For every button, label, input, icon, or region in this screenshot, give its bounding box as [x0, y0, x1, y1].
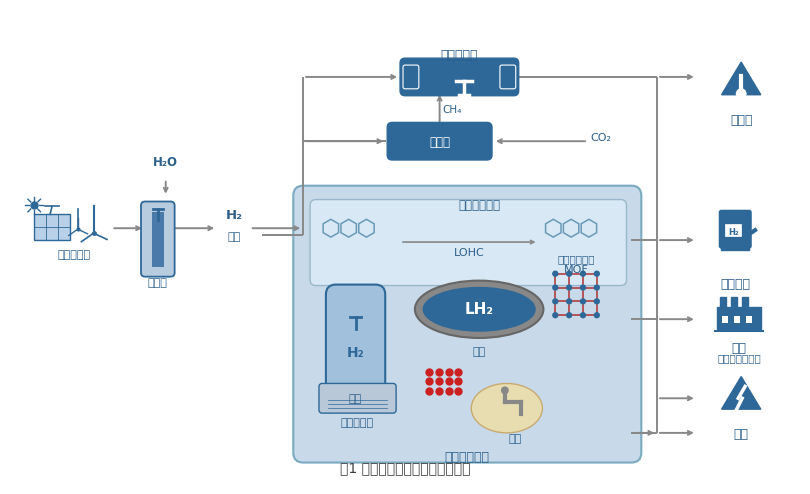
- Text: H₂: H₂: [728, 228, 739, 237]
- FancyBboxPatch shape: [400, 58, 518, 96]
- Text: H₂: H₂: [225, 209, 242, 222]
- Text: 甲烷化: 甲烷化: [429, 136, 450, 149]
- Ellipse shape: [424, 288, 535, 331]
- Ellipse shape: [471, 383, 543, 433]
- Text: 液态有机储氢: 液态有机储氢: [458, 200, 500, 212]
- Text: 盐洞: 盐洞: [508, 434, 522, 444]
- FancyBboxPatch shape: [720, 297, 727, 311]
- Text: 金属氢化物: 金属氢化物: [341, 418, 374, 428]
- Circle shape: [552, 285, 558, 290]
- Text: H₂O: H₂O: [153, 156, 178, 169]
- Text: 加热源: 加热源: [730, 114, 752, 126]
- FancyBboxPatch shape: [718, 307, 761, 329]
- FancyBboxPatch shape: [387, 123, 492, 160]
- FancyBboxPatch shape: [34, 214, 70, 240]
- Text: 可再生能源: 可再生能源: [58, 250, 91, 260]
- Circle shape: [580, 271, 586, 277]
- Text: 电力: 电力: [734, 428, 748, 441]
- FancyBboxPatch shape: [403, 65, 419, 89]
- Text: 移动加注: 移动加注: [720, 278, 750, 290]
- Circle shape: [594, 271, 600, 277]
- Circle shape: [594, 285, 600, 290]
- FancyBboxPatch shape: [141, 202, 175, 277]
- FancyBboxPatch shape: [734, 316, 740, 323]
- Circle shape: [566, 298, 573, 304]
- FancyBboxPatch shape: [722, 244, 749, 250]
- Text: 氢气: 氢气: [228, 232, 241, 242]
- Text: 液化: 液化: [472, 347, 486, 357]
- Circle shape: [580, 298, 586, 304]
- Circle shape: [566, 271, 573, 277]
- Circle shape: [580, 285, 586, 290]
- FancyBboxPatch shape: [723, 316, 728, 323]
- Text: 天然气管道: 天然气管道: [441, 49, 478, 62]
- FancyBboxPatch shape: [310, 200, 626, 286]
- Text: 电解槽: 电解槽: [148, 278, 168, 288]
- Polygon shape: [722, 376, 761, 409]
- Ellipse shape: [415, 281, 544, 338]
- Text: 图1 氢储运技术的产业链应用示意: 图1 氢储运技术的产业链应用示意: [339, 461, 471, 475]
- FancyBboxPatch shape: [742, 297, 748, 311]
- Circle shape: [552, 271, 558, 277]
- Circle shape: [566, 285, 573, 290]
- Text: CH₄: CH₄: [442, 105, 462, 115]
- FancyBboxPatch shape: [293, 186, 642, 462]
- Text: MOF: MOF: [564, 265, 588, 275]
- Circle shape: [580, 312, 586, 319]
- FancyBboxPatch shape: [731, 297, 737, 311]
- Text: H₂: H₂: [347, 346, 364, 360]
- Circle shape: [594, 298, 600, 304]
- Circle shape: [501, 386, 509, 394]
- Text: 工业: 工业: [731, 342, 747, 355]
- Text: LH₂: LH₂: [465, 302, 493, 317]
- Text: 压缩: 压缩: [349, 394, 362, 404]
- Text: 纳米材料吸收: 纳米材料吸收: [557, 254, 595, 264]
- Circle shape: [594, 312, 600, 319]
- Text: CO₂: CO₂: [590, 133, 611, 143]
- Text: LOHC: LOHC: [454, 248, 484, 258]
- Circle shape: [735, 88, 747, 99]
- Circle shape: [566, 312, 573, 319]
- Text: 存储解决方案: 存储解决方案: [445, 451, 490, 464]
- FancyBboxPatch shape: [726, 224, 741, 236]
- FancyBboxPatch shape: [152, 212, 164, 267]
- FancyBboxPatch shape: [719, 210, 751, 248]
- Text: （化工、冶金）: （化工、冶金）: [718, 353, 761, 363]
- Circle shape: [552, 298, 558, 304]
- FancyBboxPatch shape: [326, 285, 386, 393]
- Circle shape: [552, 312, 558, 319]
- FancyBboxPatch shape: [746, 316, 752, 323]
- FancyBboxPatch shape: [319, 383, 396, 413]
- Polygon shape: [722, 62, 761, 95]
- FancyBboxPatch shape: [500, 65, 516, 89]
